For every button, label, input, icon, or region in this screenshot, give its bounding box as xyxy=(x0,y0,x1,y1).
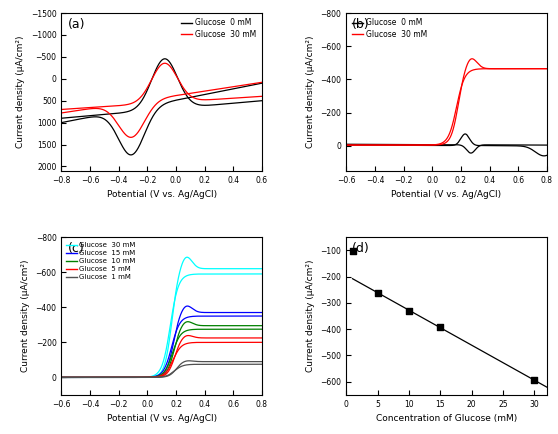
X-axis label: Potential (V vs. Ag/AgCl): Potential (V vs. Ag/AgCl) xyxy=(107,414,217,423)
Legend: Glucose  0 mM, Glucose  30 mM: Glucose 0 mM, Glucose 30 mM xyxy=(350,17,429,40)
Point xyxy=(348,247,357,254)
Point xyxy=(405,307,413,314)
Point xyxy=(530,377,539,384)
X-axis label: Potential (V vs. Ag/AgCl): Potential (V vs. Ag/AgCl) xyxy=(392,190,502,199)
X-axis label: Concentration of Glucose (mM): Concentration of Glucose (mM) xyxy=(376,414,517,423)
Point xyxy=(373,289,382,296)
Legend: Glucose  30 mM, Glucose  15 mM, Glucose  10 mM, Glucose  5 mM, Glucose  1 mM: Glucose 30 mM, Glucose 15 mM, Glucose 10… xyxy=(65,240,137,282)
Text: (b): (b) xyxy=(352,18,370,31)
Y-axis label: Current density (μA/cm²): Current density (μA/cm²) xyxy=(306,260,315,372)
Y-axis label: Current density (μA/cm²): Current density (μA/cm²) xyxy=(306,36,315,148)
Text: (d): (d) xyxy=(352,242,370,255)
Y-axis label: Current density (μA/cm²): Current density (μA/cm²) xyxy=(21,260,30,372)
Text: (a): (a) xyxy=(68,18,85,31)
Y-axis label: Current density (μA/cm²): Current density (μA/cm²) xyxy=(16,36,25,148)
Text: (c): (c) xyxy=(68,242,84,255)
X-axis label: Potential (V vs. Ag/AgCl): Potential (V vs. Ag/AgCl) xyxy=(107,190,217,199)
Legend: Glucose  0 mM, Glucose  30 mM: Glucose 0 mM, Glucose 30 mM xyxy=(179,17,258,40)
Point xyxy=(436,323,445,330)
